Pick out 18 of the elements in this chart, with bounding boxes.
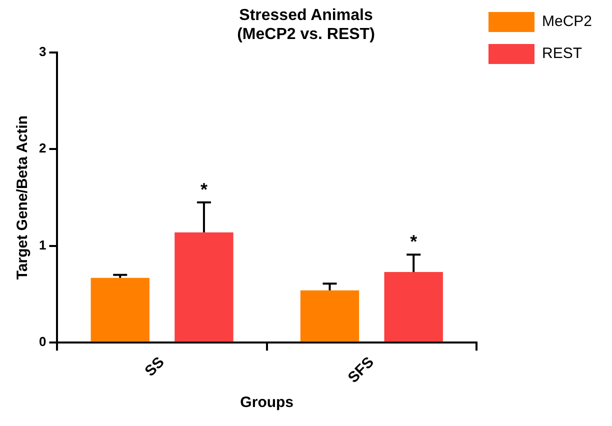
text: (MeCP2 vs. REST) bbox=[237, 26, 375, 44]
bar bbox=[90, 278, 150, 342]
annotation: * bbox=[200, 179, 208, 200]
y-tick-label: 0 bbox=[38, 334, 46, 350]
bar bbox=[174, 232, 234, 342]
bar bbox=[384, 272, 443, 342]
y-tick-label: 3 bbox=[38, 44, 46, 59]
y-axis-title: Target Gene/Beta Actin bbox=[14, 115, 32, 280]
x-tick-label: SS bbox=[142, 354, 168, 380]
bar bbox=[300, 290, 360, 342]
x-tick-label: SFS bbox=[344, 354, 378, 386]
legend-label: REST bbox=[542, 45, 582, 62]
legend-label: MeCP2 bbox=[542, 13, 592, 30]
annotation: * bbox=[410, 232, 418, 252]
x-axis-title: Groups bbox=[240, 394, 294, 412]
text: Stressed Animals bbox=[239, 7, 373, 24]
y-tick-label: 2 bbox=[38, 140, 46, 156]
y-tick-label: 1 bbox=[38, 237, 46, 252]
